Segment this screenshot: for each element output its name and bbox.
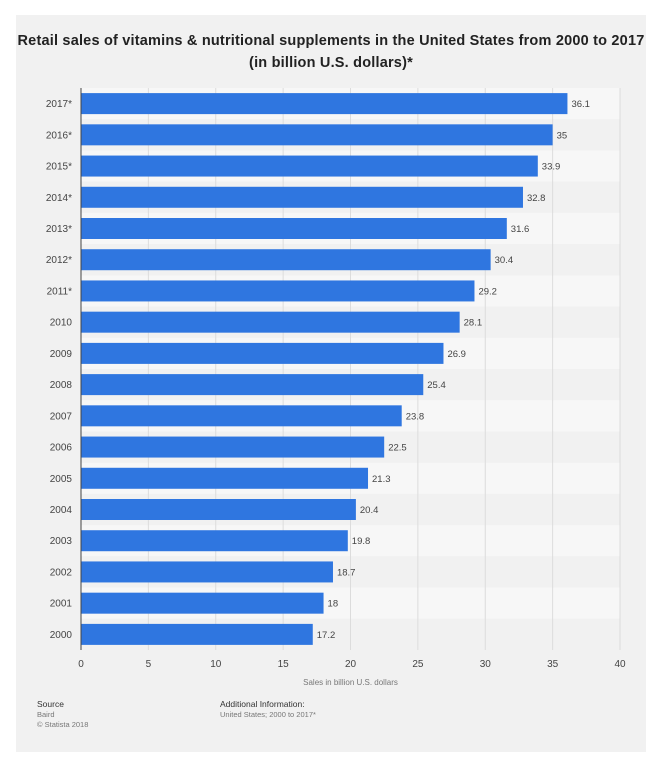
bar — [81, 623, 313, 645]
y-tick-label: 2004 — [50, 505, 73, 516]
data-label: 19.8 — [352, 536, 371, 547]
x-tick-label: 10 — [210, 659, 222, 670]
bar — [81, 342, 444, 364]
data-label: 18 — [328, 599, 339, 610]
y-tick-label: 2009 — [50, 349, 73, 360]
bar — [81, 124, 553, 146]
data-label: 28.1 — [464, 318, 483, 329]
y-tick-label: 2001 — [50, 599, 73, 610]
source-label: Source — [37, 699, 64, 709]
bar — [81, 186, 523, 208]
y-tick-label: 2007 — [50, 411, 73, 422]
data-label: 36.1 — [571, 99, 590, 110]
data-label: 18.7 — [337, 567, 356, 578]
x-tick-label: 15 — [278, 659, 290, 670]
additional-info-label: Additional Information: — [220, 699, 305, 709]
x-axis-title: Sales in billion U.S. dollars — [303, 678, 398, 687]
chart-title: Retail sales of vitamins & nutritional s… — [17, 33, 645, 71]
bar — [81, 93, 568, 115]
data-label: 25.4 — [427, 380, 446, 391]
bar — [81, 155, 538, 177]
x-tick-label: 40 — [614, 659, 626, 670]
bar — [81, 467, 369, 489]
data-label: 23.8 — [406, 411, 425, 422]
data-label: 30.4 — [495, 255, 514, 266]
data-label: 29.2 — [478, 286, 497, 297]
copyright-text: © Statista 2018 — [37, 720, 89, 729]
bar — [81, 561, 333, 583]
x-tick-label: 5 — [146, 659, 152, 670]
data-label: 22.5 — [388, 443, 407, 454]
data-label: 21.3 — [372, 474, 391, 485]
y-tick-label: 2015* — [46, 162, 72, 173]
y-tick-label: 2016* — [46, 130, 72, 141]
y-tick-label: 2003 — [50, 536, 73, 547]
y-tick-label: 2002 — [50, 567, 73, 578]
y-tick-label: 2013* — [46, 224, 72, 235]
bar — [81, 530, 348, 552]
data-label: 17.2 — [317, 630, 336, 641]
bar — [81, 436, 385, 458]
bar — [81, 218, 507, 239]
bar — [81, 592, 324, 614]
y-tick-label: 2005 — [50, 474, 73, 485]
x-tick-label: 20 — [345, 659, 357, 670]
y-tick-label: 2014* — [46, 193, 72, 204]
data-label: 32.8 — [527, 193, 546, 204]
data-label: 26.9 — [447, 349, 466, 360]
y-tick-label: 2000 — [50, 630, 73, 641]
y-tick-label: 2017* — [46, 99, 72, 110]
data-label: 33.9 — [542, 162, 561, 173]
data-label: 35 — [557, 130, 568, 141]
bar — [81, 311, 460, 333]
source-name: Baird — [37, 710, 55, 719]
additional-info-text: United States; 2000 to 2017* — [220, 710, 316, 719]
x-tick-label: 35 — [547, 659, 559, 670]
y-tick-label: 2010 — [50, 318, 73, 329]
bar — [81, 374, 424, 396]
y-tick-label: 2008 — [50, 380, 73, 391]
bar — [81, 499, 356, 520]
bar — [81, 405, 402, 427]
data-label: 31.6 — [511, 224, 530, 235]
y-tick-label: 2006 — [50, 443, 73, 454]
y-tick-label: 2012* — [46, 255, 72, 266]
bar — [81, 249, 491, 271]
x-tick-label: 0 — [78, 659, 84, 670]
data-label: 20.4 — [360, 505, 379, 516]
bar — [81, 280, 475, 302]
y-tick-label: 2011* — [47, 286, 73, 297]
x-tick-label: 30 — [480, 659, 492, 670]
x-tick-label: 25 — [412, 659, 424, 670]
